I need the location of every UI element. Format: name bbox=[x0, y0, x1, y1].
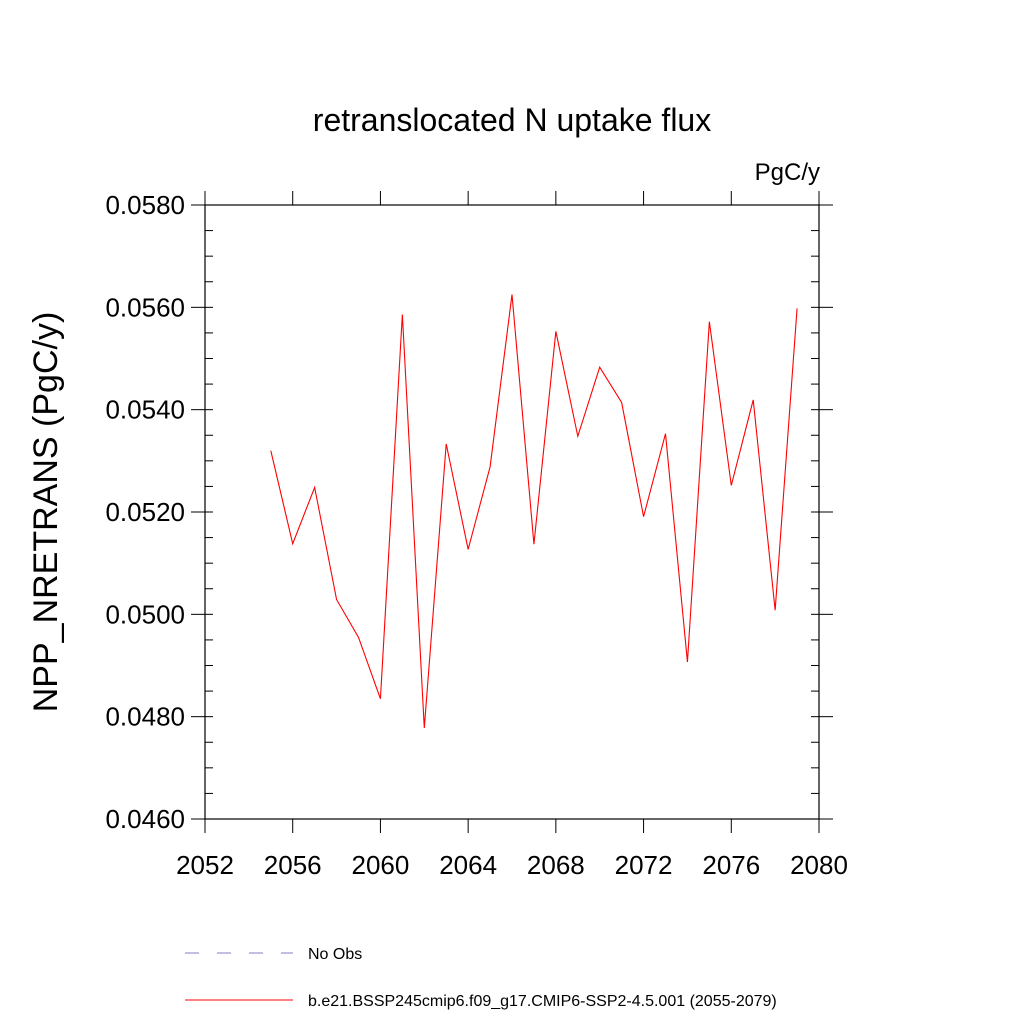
x-tick-label: 2080 bbox=[790, 850, 848, 880]
y-tick-label: 0.0460 bbox=[105, 804, 185, 834]
x-tick-label: 2056 bbox=[264, 850, 322, 880]
y-tick-label: 0.0560 bbox=[105, 292, 185, 322]
x-tick-label: 2060 bbox=[352, 850, 410, 880]
legend: No Obs b.e21.BSSP245cmip6.f09_g17.CMIP6-… bbox=[185, 946, 777, 1010]
series-group bbox=[270, 294, 798, 728]
y-tick-label: 0.0480 bbox=[105, 702, 185, 732]
legend-label-no-obs: No Obs bbox=[308, 946, 362, 963]
y-tick-label: 0.0540 bbox=[105, 395, 185, 425]
chart-title: retranslocated N uptake flux bbox=[313, 102, 711, 138]
legend-label-model: b.e21.BSSP245cmip6.f09_g17.CMIP6-SSP2-4.… bbox=[308, 993, 777, 1010]
x-tick-label: 2068 bbox=[527, 850, 585, 880]
x-tick-labels: 2052 2056 2060 2064 2068 2072 2076 2080 bbox=[176, 850, 848, 880]
axis-ticks bbox=[191, 191, 833, 833]
x-tick-label: 2052 bbox=[176, 850, 234, 880]
y-tick-label: 0.0500 bbox=[105, 599, 185, 629]
x-tick-label: 2076 bbox=[702, 850, 760, 880]
y-tick-label: 0.0580 bbox=[105, 190, 185, 220]
y-tick-labels: 0.0460 0.0480 0.0500 0.0520 0.0540 0.0560 0.05… bbox=[105, 190, 185, 834]
x-tick-label: 2064 bbox=[439, 850, 497, 880]
x-tick-label: 2072 bbox=[615, 850, 673, 880]
y-tick-label: 0.0520 bbox=[105, 497, 185, 527]
units-label: PgC/y bbox=[755, 159, 820, 186]
y-axis-label: NPP_NRETRANS (PgC/y) bbox=[27, 312, 65, 713]
series-line bbox=[270, 294, 798, 728]
